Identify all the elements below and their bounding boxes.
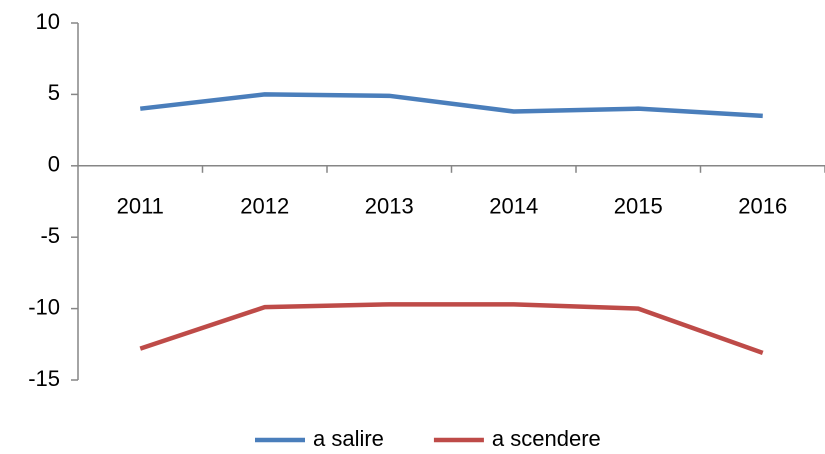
x-tick-label: 2011 [117, 194, 164, 219]
x-tick-label: 2016 [738, 194, 787, 219]
x-tick-label: 2013 [365, 194, 414, 219]
y-tick-label: 0 [48, 152, 60, 177]
legend-label: a salire [313, 426, 384, 451]
y-tick-label: 5 [48, 80, 60, 105]
y-tick-label: 10 [36, 9, 60, 34]
y-tick-label: -5 [40, 223, 60, 248]
y-tick-label: -10 [28, 294, 60, 319]
series-line [139, 92, 763, 119]
y-tick-label: -15 [28, 366, 60, 391]
legend-label: a scendere [492, 426, 601, 451]
x-tick-label: 2012 [240, 194, 289, 219]
x-tick-label: 2014 [489, 194, 538, 219]
series-line [139, 302, 764, 355]
x-tick-label: 2015 [614, 194, 663, 219]
